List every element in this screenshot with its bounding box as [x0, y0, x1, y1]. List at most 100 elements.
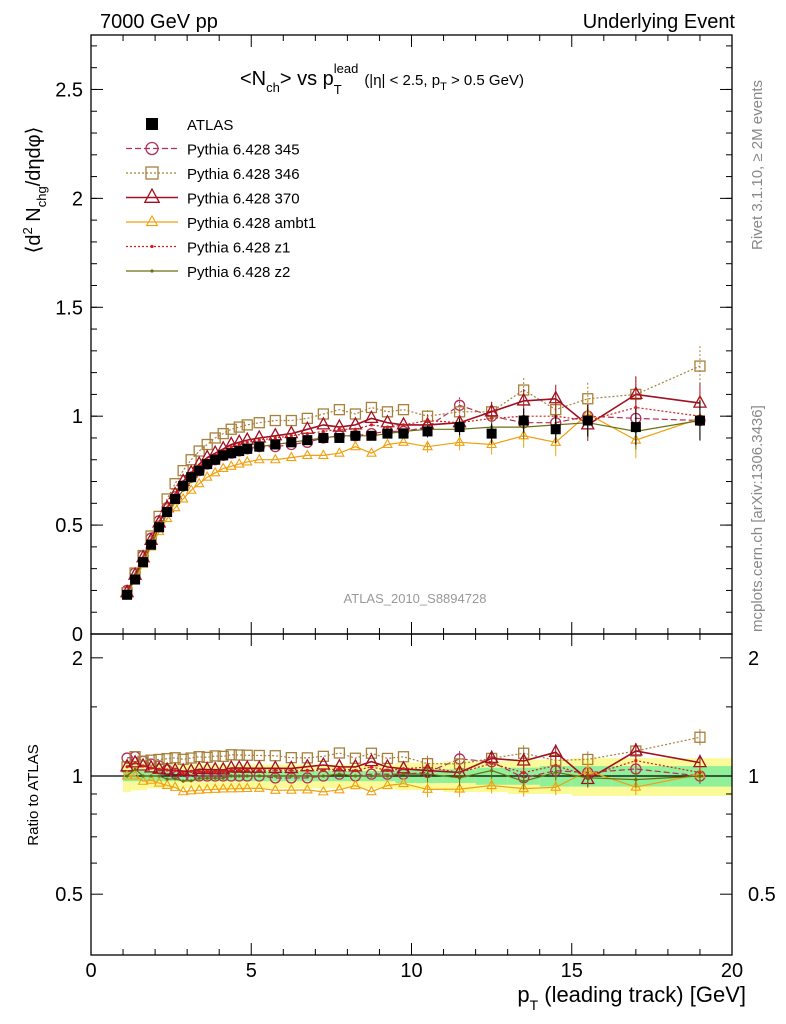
ratio-point-pythia-6-428-z1	[273, 768, 277, 772]
point-atlas	[226, 448, 237, 459]
point-pythia-6-428-ambt1	[169, 501, 181, 512]
ratio-point-pythia-6-428-346	[145, 754, 157, 766]
point-pythia-6-428-ambt1	[185, 484, 197, 494]
point-atlas	[178, 480, 189, 491]
legend-entry-atlas: ATLAS	[146, 117, 233, 134]
point-atlas	[270, 439, 281, 450]
point-atlas	[318, 432, 329, 443]
ratio-point-pythia-6-428-z2	[385, 774, 390, 778]
rivet-label: Rivet 3.1.10, ≥ 2M events	[749, 80, 766, 250]
series-pythia-6-428-346	[121, 346, 706, 599]
legend: ATLAS Pythia 6.428 345 Pythia 6.428 346 Pyt…	[126, 117, 316, 281]
ratio-point-pythia-6-428-z1	[197, 769, 201, 774]
ratio-ylabel: Ratio to ATLAS	[25, 744, 42, 845]
legend-marker	[145, 141, 159, 156]
point-pythia-6-428-ambt1	[454, 436, 466, 446]
ratio-frame	[90, 633, 733, 956]
ratio-point-pythia-6-428-z1	[149, 766, 153, 770]
point-pythia-6-428-ambt1	[209, 466, 221, 477]
legend-label: ATLAS	[187, 117, 233, 134]
point-pythia-6-428-z1	[401, 423, 406, 427]
point-pythia-6-428-ambt1	[201, 471, 213, 481]
main-ytick-label: 1.5	[55, 297, 83, 319]
legend-marker	[146, 118, 158, 130]
ratio-point-pythia-6-428-ambt1	[121, 769, 133, 780]
ratio-ytick-label: 2	[72, 648, 83, 670]
ratio-point-pythia-6-428-z2	[165, 777, 169, 781]
point-atlas	[138, 557, 149, 568]
main-ytick-label: 2.5	[55, 79, 83, 101]
ratio-point-pythia-6-428-z1	[125, 765, 129, 769]
ratio-point-pythia-6-428-ambt1	[486, 779, 498, 790]
legend-marker	[150, 244, 154, 249]
ratio-point-pythia-6-428-ambt1	[241, 782, 253, 793]
point-atlas	[234, 446, 245, 457]
series-line-pythia-6-428-z2	[126, 419, 701, 596]
point-atlas	[518, 415, 529, 426]
watermark: ATLAS_2010_S8894728	[344, 591, 487, 606]
ratio-point-pythia-6-428-z2	[189, 779, 193, 783]
ratio-point-pythia-6-428-z2	[245, 774, 249, 778]
ratio-point-pythia-6-428-z2	[237, 774, 241, 778]
point-pythia-6-428-z1	[425, 418, 430, 423]
ratio-point-pythia-6-428-370	[127, 754, 143, 768]
point-atlas	[170, 493, 181, 504]
main-panel: 0 0.5 1 1.5 2 2.5 <Nch> vs pTlead(|η| < 2.5, …	[20, 34, 733, 646]
ratio-xtick-label: 10	[400, 960, 422, 982]
ratio-point-pythia-6-428-ambt1	[253, 782, 265, 792]
series-pythia-6-428-z1	[125, 389, 702, 595]
ratio-point-pythia-6-428-370	[216, 761, 231, 775]
point-pythia-6-428-ambt1	[486, 438, 498, 449]
ratio-point-pythia-6-428-z2	[353, 774, 358, 778]
point-atlas	[202, 459, 213, 470]
ratio-point-pythia-6-428-z1	[305, 768, 309, 772]
point-pythia-6-428-ambt1	[217, 462, 229, 473]
ratio-ytick-label: 1	[72, 766, 83, 788]
ratio-point-pythia-6-428-z1	[221, 770, 225, 774]
point-pythia-6-428-346	[397, 403, 410, 416]
ratio-point-pythia-6-428-z1	[245, 768, 249, 772]
x-axis-label: pT (leading track) [GeV]	[517, 982, 746, 1013]
point-pythia-6-428-z1	[353, 427, 358, 431]
legend-entry-pythia-6-428-345: Pythia 6.428 345	[126, 142, 300, 159]
point-atlas	[382, 428, 393, 439]
ratio-point-pythia-6-428-z2	[133, 767, 137, 771]
point-atlas	[550, 424, 561, 435]
ratio-point-pythia-6-428-346	[217, 750, 229, 763]
ratio-point-pythia-6-428-370	[268, 759, 283, 773]
legend-entry-pythia-6-428-z2: Pythia 6.428 z2	[126, 264, 290, 281]
ratio-ytick-label-right: 0.5	[748, 884, 776, 906]
ratio-point-pythia-6-428-z1	[321, 768, 325, 773]
point-pythia-6-428-z1	[289, 434, 293, 438]
series-pythia-6-428-370	[119, 376, 708, 598]
ratio-point-pythia-6-428-ambt1	[301, 783, 313, 794]
ratio-point-pythia-6-428-346	[349, 752, 362, 764]
ratio-point-pythia-6-428-z2	[698, 774, 702, 778]
ratio-line-pythia-6-428-z1	[126, 759, 701, 777]
ratio-point-pythia-6-428-z2	[157, 774, 161, 778]
point-pythia-6-428-ambt1	[285, 451, 297, 462]
ratio-point-pythia-6-428-ambt1	[209, 783, 221, 793]
ratio-point-pythia-6-428-346	[365, 747, 378, 759]
point-atlas	[154, 522, 165, 533]
ratio-point-pythia-6-428-z2	[221, 776, 225, 780]
point-pythia-6-428-ambt1	[398, 436, 409, 446]
ratio-point-pythia-6-428-ambt1	[630, 781, 642, 791]
point-pythia-6-428-ambt1	[349, 440, 361, 451]
series-line-pythia-6-428-ambt1	[126, 413, 701, 596]
ratio-point-pythia-6-428-370	[168, 762, 183, 776]
legend-marker	[143, 187, 161, 203]
ratio-point-pythia-6-428-z2	[273, 774, 277, 778]
point-pythia-6-428-z1	[273, 436, 277, 440]
ratio-point-pythia-6-428-z2	[229, 774, 233, 778]
ratio-point-pythia-6-428-ambt1	[269, 784, 281, 794]
ratio-point-pythia-6-428-ambt1	[169, 781, 181, 791]
point-atlas	[122, 589, 133, 600]
point-pythia-6-428-z1	[369, 423, 374, 427]
point-atlas	[218, 450, 229, 461]
ratio-point-pythia-6-428-ambt1	[333, 783, 345, 794]
ratio-point-pythia-6-428-346	[153, 753, 165, 766]
ratio-point-pythia-6-428-345	[121, 752, 133, 764]
point-atlas	[454, 422, 465, 433]
point-pythia-6-428-370	[316, 416, 331, 430]
